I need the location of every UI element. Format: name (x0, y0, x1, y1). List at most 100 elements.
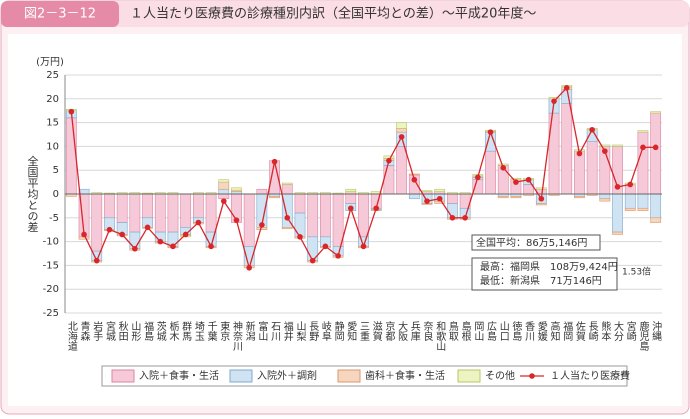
x-tick-label: 三重 (358, 321, 370, 341)
bar-segment (129, 193, 141, 233)
line-point (246, 264, 252, 271)
bar-segment (599, 144, 611, 147)
x-tick-label: 京都 (383, 320, 395, 342)
line-point (487, 129, 494, 135)
bar-segment (637, 193, 649, 209)
legend-swatch (111, 369, 135, 383)
line-point (119, 231, 125, 238)
bar-segment (383, 165, 395, 195)
bar-segment (561, 103, 573, 195)
y-label: 全国平均との差 (26, 154, 39, 232)
bar-segment (180, 193, 192, 228)
line-point (144, 224, 151, 231)
x-tick-label: 千葉 (205, 321, 217, 342)
x-tick-label: 宮崎 (624, 320, 636, 341)
legend-swatch (229, 369, 253, 383)
line-point (347, 205, 354, 212)
bar-segment (624, 193, 636, 209)
bar-segment (497, 196, 509, 199)
x-tick-label: 大阪 (396, 320, 408, 342)
bar-segment (650, 111, 662, 114)
bar-segment (218, 188, 230, 195)
bar-segment (332, 193, 344, 247)
line-point (449, 215, 456, 221)
line-point (170, 243, 176, 250)
x-tick-label: 神奈川 (230, 320, 242, 351)
x-tick-label: 岡山 (472, 321, 484, 341)
bar-segment (637, 130, 649, 133)
bar-segment (574, 196, 585, 199)
x-tick-label: 長野 (307, 321, 319, 341)
y-tick-label: -5 (49, 213, 59, 224)
x-tick-label: 沖縄 (650, 320, 662, 341)
bar-segment (421, 190, 433, 192)
bar-segment (624, 207, 636, 211)
bar-segment (408, 173, 420, 176)
line-point (411, 176, 418, 183)
bar-segment (256, 188, 268, 195)
bar-segment (65, 117, 77, 195)
line-point (462, 215, 468, 221)
bar-segment (218, 179, 230, 183)
bar-segment (281, 184, 293, 195)
bar-segment (650, 193, 662, 219)
bar-segment (142, 193, 153, 219)
bar-segment (485, 150, 496, 195)
line-point (284, 215, 291, 221)
x-tick-label: 和歌山 (434, 321, 446, 351)
line-point (208, 243, 214, 250)
x-tick-label: 愛知 (345, 320, 357, 341)
line-point (68, 108, 75, 115)
legend-label: １人当たり医療費 (550, 369, 630, 382)
bar-segment (91, 193, 103, 252)
x-tick-label: 兵庫 (408, 320, 420, 342)
bar-segment (535, 187, 547, 190)
line-point (259, 222, 265, 228)
y-tick-label: 0 (53, 189, 59, 200)
y-tick-label: 15 (46, 118, 59, 129)
y-tick-label: 20 (46, 94, 59, 105)
line-point (81, 231, 87, 238)
bar-segment (637, 207, 649, 211)
line-point (652, 144, 659, 151)
x-tick-label: 山梨 (294, 321, 306, 342)
x-tick-label: 島根 (459, 320, 471, 342)
x-tick-label: 奈良 (421, 320, 433, 342)
annotation-box (471, 257, 618, 291)
x-tick-label: 広島 (485, 320, 497, 342)
x-tick-label: 鳥取 (446, 320, 458, 342)
x-tick-label: 高知 (548, 320, 560, 341)
line-point (195, 219, 202, 226)
bar-segment (294, 212, 306, 238)
bar-segment (243, 193, 255, 247)
bar-segment (307, 193, 319, 238)
annotation: 全国平均：86万5,146円 (476, 236, 587, 249)
y-tick-label: -10 (43, 237, 59, 248)
header-band (1, 1, 689, 27)
line-point (614, 184, 621, 190)
bar-segment (281, 182, 293, 185)
x-tick-label: 大分 (612, 320, 624, 342)
bar-segment (104, 193, 115, 219)
bar-segment (192, 193, 204, 219)
line-point (551, 98, 557, 104)
bar-segment (167, 193, 179, 233)
line-point (360, 243, 367, 250)
x-tick-label: 宮城 (103, 320, 115, 342)
bar-segment (269, 196, 280, 199)
bar-segment (408, 193, 420, 200)
line-point (525, 176, 532, 183)
x-tick-label: 徳島 (510, 320, 522, 342)
line-point (640, 144, 646, 151)
legend-label: その他 (485, 369, 515, 382)
bar-segment (218, 193, 230, 200)
x-tick-label: 秋田 (116, 320, 128, 341)
line-point (297, 234, 303, 240)
bar-segment (650, 112, 662, 195)
line-point (233, 217, 240, 223)
line-point (271, 158, 278, 165)
bar-segment (510, 196, 522, 199)
bar-segment (599, 193, 611, 200)
x-tick-label: 群馬 (180, 320, 192, 342)
